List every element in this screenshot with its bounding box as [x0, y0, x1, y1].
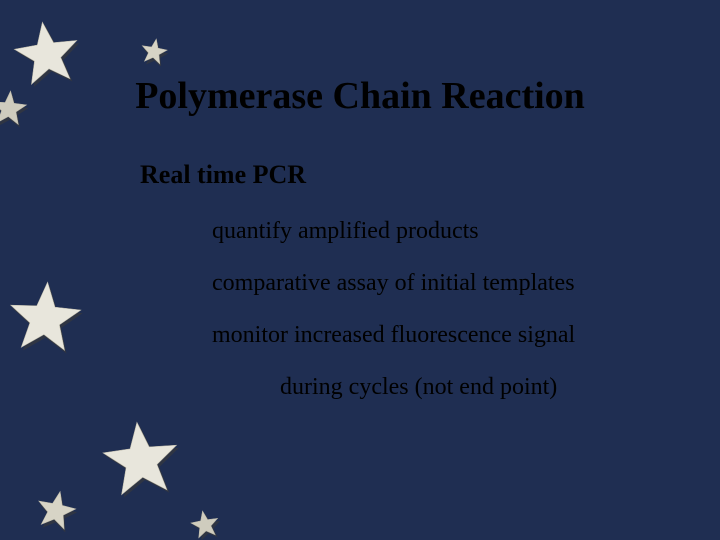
bullet-1: quantify amplified products: [212, 218, 479, 245]
star-icon: [0, 90, 28, 128]
slide-title: Polymerase Chain Reaction: [0, 74, 720, 118]
star-icon: [190, 510, 220, 540]
star-icon: [35, 490, 77, 532]
slide: Polymerase Chain Reaction Real time PCR …: [0, 0, 720, 540]
star-icon: [6, 280, 84, 358]
bullet-3: monitor increased fluorescence signal: [212, 322, 575, 349]
sub-bullet: during cycles (not end point): [280, 374, 557, 401]
star-icon: [100, 420, 182, 502]
slide-subtitle: Real time PCR: [140, 160, 306, 190]
star-icon: [12, 20, 82, 90]
bullet-2: comparative assay of initial templates: [212, 270, 575, 297]
star-icon: [140, 38, 168, 66]
